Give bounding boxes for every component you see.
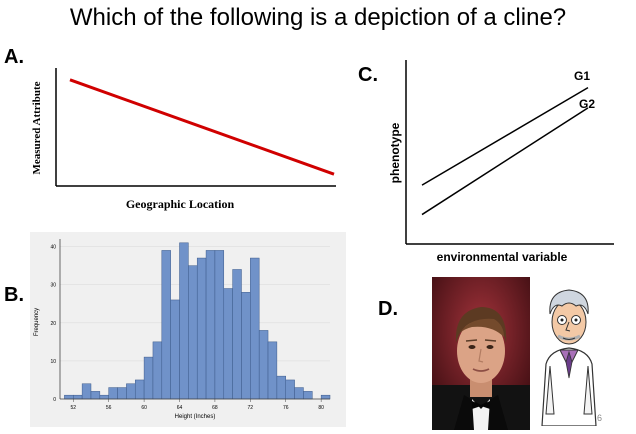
height-histogram: 52 56 60 64 68 72 76 80 0 10 20 30 40 Height (Inche… bbox=[34, 239, 331, 420]
option-b-letter: B. bbox=[4, 284, 24, 306]
b-x-tick-label: 64 bbox=[177, 405, 183, 411]
histogram-bar bbox=[188, 265, 198, 400]
b-x-tick-label: 68 bbox=[212, 405, 218, 411]
a-trend-line bbox=[69, 78, 335, 176]
b-y-tick-label: 40 bbox=[50, 245, 56, 251]
histogram-bar bbox=[126, 383, 136, 400]
option-c-letter: C. bbox=[358, 64, 378, 86]
histogram-bar bbox=[73, 394, 83, 400]
b-x-label: Height (Inches) bbox=[175, 414, 216, 420]
histogram-bar bbox=[285, 379, 295, 400]
histogram-bar bbox=[117, 387, 127, 400]
c-y-label: phenotype bbox=[388, 122, 402, 183]
histogram-bar bbox=[223, 288, 233, 400]
histogram-bar bbox=[152, 341, 163, 400]
b-y-label: Frequency bbox=[34, 308, 40, 336]
histogram-bar bbox=[170, 299, 180, 400]
histogram-bar bbox=[64, 394, 74, 400]
histogram-bar bbox=[179, 242, 189, 400]
norm-of-reaction-chart: G1 G2 environmental variable phenotype bbox=[388, 60, 614, 264]
histogram-bar bbox=[81, 383, 92, 400]
b-x-tick-label: 76 bbox=[283, 405, 289, 411]
c-x-label: environmental variable bbox=[437, 250, 568, 264]
b-x-tick-label: 72 bbox=[248, 405, 254, 411]
question-title: Which of the following is a depiction of… bbox=[69, 4, 567, 31]
histogram-bar bbox=[303, 391, 313, 400]
histogram-bar bbox=[258, 330, 269, 400]
histogram-bar bbox=[161, 250, 171, 400]
b-y-tick-label: 10 bbox=[50, 359, 56, 365]
histogram-bar bbox=[196, 257, 207, 400]
b-x-tick-label: 80 bbox=[318, 405, 324, 411]
b-y-tick-label: 0 bbox=[53, 397, 56, 403]
b-y-tick-label: 30 bbox=[50, 283, 56, 289]
histogram-bar bbox=[294, 387, 304, 400]
cline-line-chart: Geographic Location Measured Attribute bbox=[31, 68, 336, 211]
c-series-g1-label: G1 bbox=[574, 69, 590, 83]
histogram-bar bbox=[99, 394, 109, 400]
c-series-g2-label: G2 bbox=[579, 97, 595, 111]
histogram-bar bbox=[241, 292, 251, 400]
a-x-label: Geographic Location bbox=[126, 197, 235, 211]
b-x-tick-label: 52 bbox=[70, 405, 76, 411]
option-a-letter: A. bbox=[4, 46, 24, 68]
option-d-letter: D. bbox=[378, 298, 398, 320]
histogram-bar bbox=[108, 387, 118, 400]
histogram-bar bbox=[276, 375, 286, 400]
c-series-g1-line bbox=[421, 86, 589, 186]
b-x-tick-label: 56 bbox=[106, 405, 112, 411]
histogram-bar bbox=[267, 341, 278, 400]
histogram-bar bbox=[134, 379, 145, 400]
histogram-bar bbox=[205, 250, 216, 400]
histogram-bar bbox=[232, 269, 242, 400]
cartoon-doctor-character bbox=[536, 286, 602, 431]
histogram-panel: 52 56 60 64 68 72 76 80 0 10 20 30 40 Height (Inche… bbox=[30, 232, 346, 427]
b-y-tick-label: 20 bbox=[50, 321, 56, 327]
histogram-bar bbox=[214, 250, 225, 400]
man-portrait-photo bbox=[432, 277, 530, 430]
b-x-tick-label: 60 bbox=[141, 405, 147, 411]
histogram-bar bbox=[143, 356, 154, 400]
histogram-bar bbox=[250, 257, 260, 400]
histogram-bar bbox=[90, 391, 101, 400]
a-y-label: Measured Attribute bbox=[31, 81, 43, 174]
c-series-g2-line bbox=[421, 107, 589, 216]
histogram-bar bbox=[320, 394, 331, 400]
slide-number: 6 bbox=[597, 413, 603, 423]
